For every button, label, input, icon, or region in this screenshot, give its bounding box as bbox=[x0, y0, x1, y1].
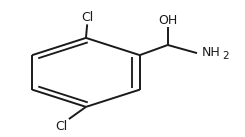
Text: Cl: Cl bbox=[55, 120, 68, 133]
Text: 2: 2 bbox=[222, 51, 229, 61]
Text: Cl: Cl bbox=[81, 11, 93, 24]
Text: OH: OH bbox=[158, 14, 177, 27]
Text: NH: NH bbox=[202, 46, 221, 59]
